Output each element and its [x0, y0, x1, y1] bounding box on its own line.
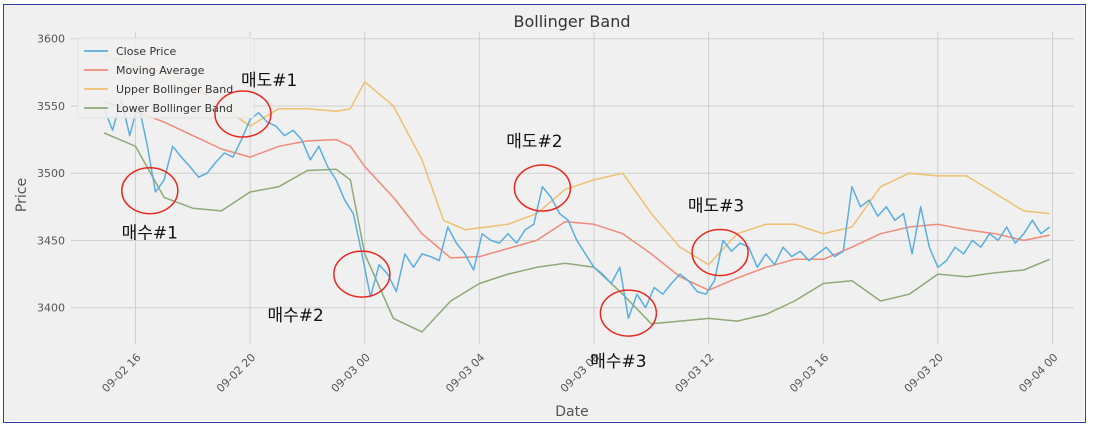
- annotation-label: 매수#1: [122, 224, 178, 244]
- annotation-label: 매도#3: [688, 197, 744, 217]
- series-line-moving-average: [103, 101, 1050, 291]
- annotation-circle: [599, 289, 658, 337]
- y-tick-label: 3600: [37, 33, 65, 46]
- legend: Close Price Moving Average Upper Bollinger…: [77, 37, 255, 119]
- annotation-circle: [691, 228, 749, 277]
- annotation-circle: [214, 90, 272, 138]
- annotation-label: 매수#2: [268, 306, 324, 326]
- series-line-lower-bollinger-band: [103, 132, 1050, 333]
- annotations: 매도#1 매수#1 매수#2 매도#2 매수#3 매도#3: [121, 71, 749, 372]
- series-layer: [103, 54, 1051, 333]
- annotation-label: 매도#2: [506, 132, 562, 152]
- legend-entry-label: Lower Bollinger Band: [116, 102, 233, 115]
- chart-title: Bollinger Band: [514, 12, 631, 31]
- annotation-label: 매도#1: [241, 71, 297, 91]
- annotation-circle: [121, 166, 179, 215]
- series-line-upper-bollinger-band: [103, 54, 1050, 266]
- legend-box: [77, 37, 255, 119]
- annotation-label: 매수#3: [590, 352, 646, 372]
- x-axis-label: Date: [555, 404, 588, 420]
- y-tick-label: 3500: [37, 167, 65, 180]
- legend-entry-label: Moving Average: [116, 64, 205, 77]
- legend-entry-label: Upper Bollinger Band: [116, 83, 233, 96]
- annotation-circle: [333, 250, 391, 298]
- y-axis-label: Price: [14, 178, 30, 212]
- y-tick-label: 3550: [37, 100, 65, 113]
- y-tick-label: 3400: [37, 302, 65, 315]
- series-line-close-price: [103, 98, 1051, 320]
- legend-entry-label: Close Price: [116, 45, 177, 58]
- y-tick-label: 3450: [37, 234, 65, 247]
- annotation-circle: [513, 164, 572, 212]
